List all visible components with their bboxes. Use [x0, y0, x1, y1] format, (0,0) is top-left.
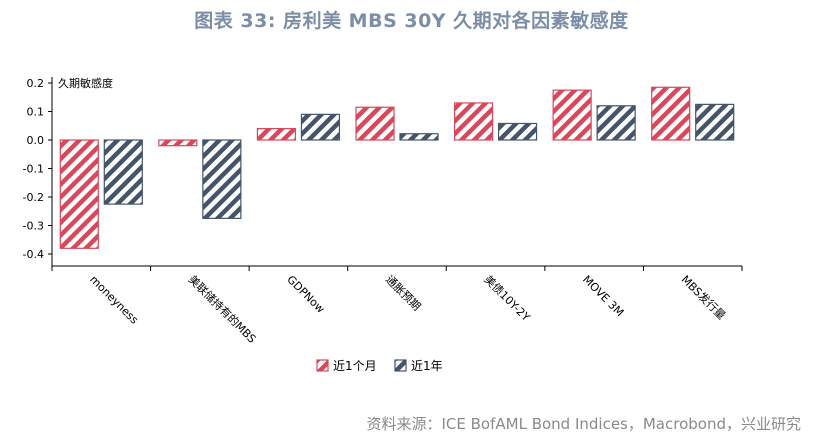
y-tick-label: 0.1	[27, 106, 45, 119]
legend-swatch	[316, 359, 329, 372]
bar-series2	[497, 122, 538, 141]
bar-series1	[256, 128, 297, 141]
y-axis-label: 久期敏感度	[58, 76, 113, 90]
x-category-label: GDPNow	[284, 273, 327, 316]
y-tick-label: -0.1	[23, 163, 44, 176]
x-category-label: 美债10Y-2Y	[481, 272, 533, 324]
x-category-label: 通胀预期	[383, 273, 423, 313]
legend-label: 近1个月	[333, 359, 377, 373]
bar-series1	[651, 86, 691, 141]
bar-series2	[103, 139, 143, 205]
bar-series1	[355, 106, 395, 141]
source-note: 资料来源：ICE BofAML Bond Indices，Macrobond，兴…	[366, 415, 801, 433]
bar-series2	[202, 139, 242, 219]
x-category-label: 美联储持有的MBS	[186, 272, 259, 345]
x-category-label: moneyness	[87, 273, 141, 327]
y-tick-label: -0.3	[23, 220, 44, 233]
y-tick-label: -0.4	[23, 248, 44, 261]
bar-series1	[453, 102, 494, 141]
bar-series1	[552, 89, 592, 141]
y-tick-label: -0.2	[23, 191, 44, 204]
x-category-label: MBS发行量	[679, 272, 729, 322]
legend-label: 近1年	[411, 359, 443, 373]
bar-series2	[399, 133, 439, 141]
bar-series2	[596, 105, 636, 141]
bar-series1	[59, 139, 99, 249]
y-tick-label: 0.2	[27, 77, 45, 90]
bar-series1	[158, 139, 198, 147]
bar-series2	[300, 113, 341, 141]
x-category-label: MOVE 3M	[580, 273, 626, 319]
y-tick-label: 0.0	[27, 134, 45, 147]
legend-swatch	[394, 359, 407, 372]
chart-title: 图表 33: 房利美 MBS 30Y 久期对各因素敏感度	[194, 10, 629, 32]
bar-series2	[695, 103, 735, 141]
